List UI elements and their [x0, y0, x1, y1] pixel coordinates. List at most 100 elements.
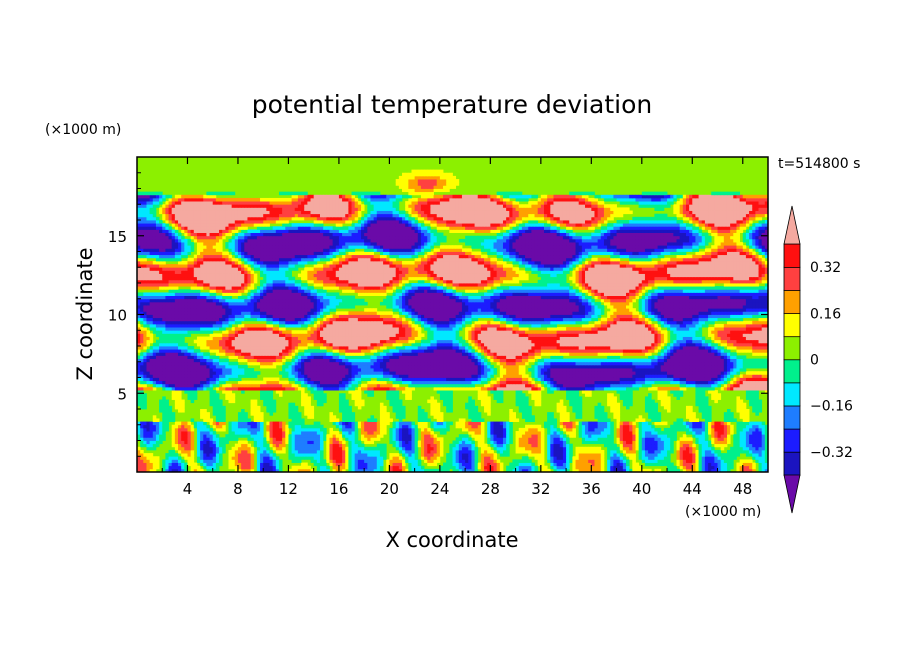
field-cell — [682, 434, 687, 438]
field-cell — [379, 374, 384, 378]
field-cell — [496, 462, 501, 467]
field-cell — [332, 431, 337, 435]
field-cell — [629, 383, 633, 388]
field-cell — [181, 374, 185, 378]
field-cell — [663, 393, 668, 397]
field-cell — [575, 465, 580, 470]
field-cell — [313, 386, 318, 391]
field-cell — [487, 427, 491, 432]
field-cell — [452, 453, 457, 457]
field-cell — [553, 424, 558, 429]
field-cell — [319, 468, 324, 472]
field-cell — [313, 374, 318, 378]
field-cell — [745, 446, 750, 451]
field-cell — [597, 386, 602, 391]
field-cell — [174, 383, 179, 388]
field-cell — [714, 371, 718, 375]
field-cell — [648, 396, 652, 400]
field-cell — [742, 415, 747, 419]
field-cell — [228, 424, 233, 429]
field-cell — [698, 386, 703, 391]
field-cell — [758, 371, 763, 375]
field-cell — [316, 421, 321, 426]
field-cell — [471, 462, 475, 467]
field-cell — [433, 443, 438, 448]
field-cell — [585, 393, 589, 397]
field-cell — [736, 409, 740, 413]
field-cell — [433, 368, 438, 372]
field-cell — [682, 443, 687, 448]
field-cell — [663, 377, 668, 382]
field-cell — [427, 468, 431, 472]
field-cell — [610, 364, 614, 369]
field-cell — [588, 368, 592, 372]
field-cell — [260, 396, 264, 400]
field-cell — [622, 462, 627, 467]
field-cell — [433, 427, 438, 432]
field-cell — [518, 446, 523, 451]
field-cell — [635, 364, 640, 369]
field-cell — [446, 424, 450, 429]
field-cell — [685, 405, 690, 410]
field-cell — [209, 364, 214, 369]
field-cell — [219, 415, 223, 419]
field-cell — [178, 393, 182, 397]
field-cell — [178, 443, 182, 448]
field-cell — [540, 368, 545, 372]
field-cell — [575, 409, 580, 413]
field-cell — [244, 415, 248, 419]
field-cell — [575, 446, 580, 451]
field-cell — [171, 465, 176, 470]
field-cell — [301, 393, 305, 397]
field-cell — [692, 456, 696, 460]
field-cell — [168, 459, 173, 463]
field-cell — [174, 459, 179, 463]
field-cell — [512, 386, 516, 391]
field-cell — [641, 377, 646, 382]
field-cell — [345, 453, 349, 457]
field-cell — [323, 386, 327, 391]
field-cell — [518, 427, 523, 432]
field-cell — [436, 368, 441, 372]
field-cell — [474, 421, 479, 426]
field-cell — [338, 377, 343, 382]
field-cell — [193, 390, 198, 394]
field-cell — [543, 383, 548, 388]
field-cell — [405, 427, 409, 432]
field-cell — [629, 421, 633, 426]
field-cell — [720, 440, 725, 445]
field-cell — [269, 383, 274, 388]
field-cell — [761, 377, 766, 382]
field-cell — [701, 462, 706, 467]
field-cell — [414, 427, 419, 432]
field-cell — [398, 374, 403, 378]
field-cell — [543, 424, 548, 429]
field-cell — [635, 380, 640, 385]
field-cell — [288, 364, 292, 369]
field-cell — [446, 405, 450, 410]
field-cell — [275, 446, 280, 451]
field-cell — [190, 374, 195, 378]
field-cell — [525, 468, 529, 472]
field-cell — [383, 386, 387, 391]
field-cell — [439, 427, 444, 432]
field-cell — [140, 465, 144, 470]
field-cell — [228, 462, 233, 467]
field-cell — [408, 374, 412, 378]
field-cell — [622, 468, 627, 472]
field-cell — [578, 453, 583, 457]
field-cell — [581, 421, 586, 426]
field-cell — [398, 456, 403, 460]
field-cell — [764, 431, 768, 435]
field-cell — [215, 399, 220, 404]
field-cell — [402, 453, 406, 457]
field-cell — [651, 431, 655, 435]
field-cell — [660, 462, 665, 467]
field-cell — [414, 371, 419, 375]
field-cell — [370, 374, 375, 378]
field-cell — [417, 409, 422, 413]
field-cell — [455, 374, 460, 378]
field-cell — [266, 405, 270, 410]
field-cell — [171, 383, 176, 388]
field-cell — [237, 434, 242, 438]
